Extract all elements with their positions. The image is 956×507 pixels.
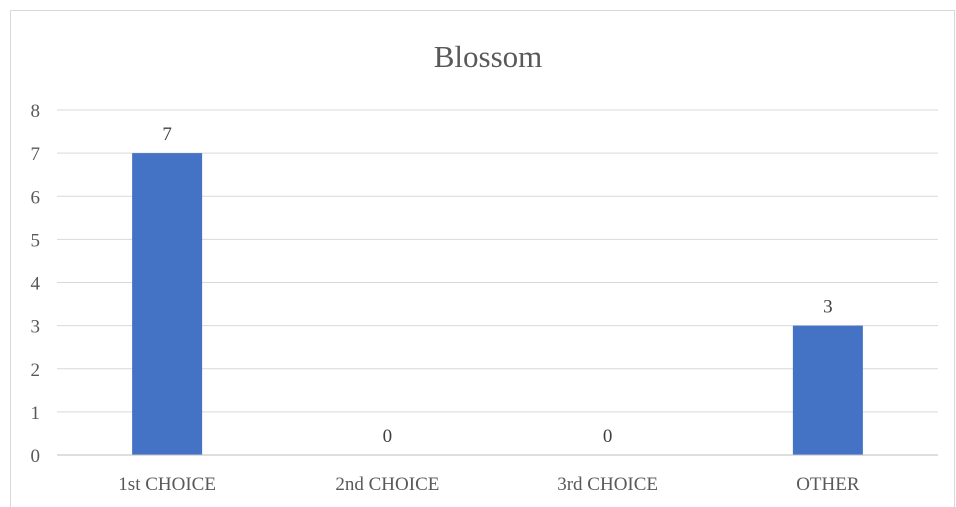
y-axis-ticks: 0 1 2 3 4 5 6 7 8: [31, 101, 41, 467]
data-label: 0: [383, 426, 393, 447]
y-tick-label: 1: [31, 403, 41, 424]
bars: [132, 153, 863, 455]
x-tick-label: OTHER: [796, 474, 860, 495]
data-label: 7: [162, 124, 172, 145]
data-label: 0: [603, 426, 613, 447]
x-tick-label: 2nd CHOICE: [335, 474, 439, 495]
y-tick-label: 0: [31, 446, 41, 467]
y-tick-label: 3: [31, 317, 41, 338]
x-tick-label: 1st CHOICE: [118, 474, 216, 495]
data-labels: 7 0 0 3: [162, 124, 832, 447]
bar-1st-choice: [132, 153, 203, 455]
y-tick-label: 6: [31, 187, 41, 208]
y-tick-label: 5: [31, 230, 41, 251]
y-tick-label: 4: [31, 274, 41, 295]
x-tick-label: 3rd CHOICE: [557, 474, 658, 495]
gridlines: [57, 109, 938, 413]
chart-title: Blossom: [434, 39, 543, 74]
x-axis-ticks: 1st CHOICE 2nd CHOICE 3rd CHOICE OTHER: [118, 474, 860, 495]
data-label: 3: [823, 297, 833, 318]
bar-other: [792, 325, 863, 455]
y-tick-label: 7: [31, 144, 41, 165]
y-tick-label: 8: [31, 101, 41, 122]
y-tick-label: 2: [31, 360, 41, 381]
